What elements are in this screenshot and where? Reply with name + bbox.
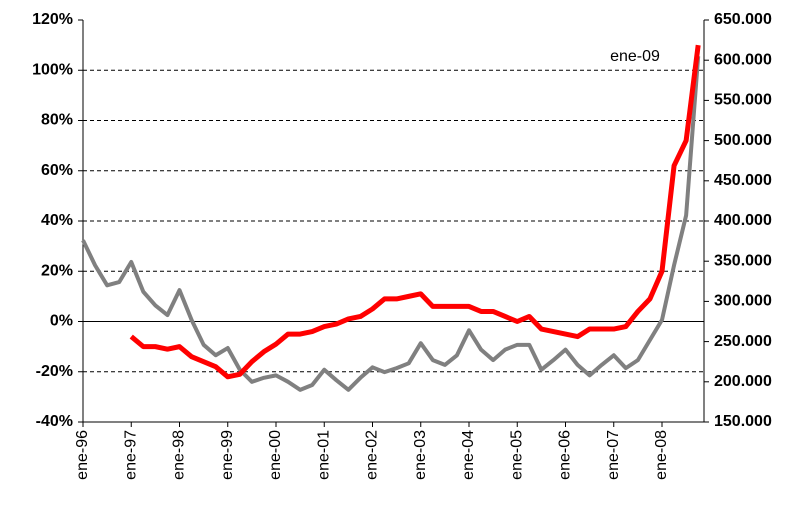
y-tick-label: 80%: [41, 112, 73, 129]
y-tick-label: 100%: [32, 61, 73, 78]
y2-tick-label: 550.000: [714, 92, 772, 109]
x-tick-label: ene-02: [364, 430, 381, 480]
x-tick-label: ene-05: [508, 430, 525, 480]
x-tick-label: ene-08: [653, 430, 670, 480]
annotation: ene-09: [610, 48, 660, 65]
y2-tick-label: 200.000: [714, 373, 772, 390]
y2-tick-label: 150.000: [714, 413, 772, 430]
y2-tick-label: 650.000: [714, 11, 772, 28]
y-tick-label: -20%: [36, 363, 73, 380]
x-tick-label: ene-04: [460, 430, 477, 480]
x-tick-label: ene-01: [315, 430, 332, 480]
x-tick-label: ene-06: [557, 430, 574, 480]
x-tick-label: ene-97: [122, 430, 139, 480]
y-tick-label: 120%: [32, 11, 73, 28]
line-series: [129, 44, 701, 380]
x-tick-label: ene-99: [219, 430, 236, 480]
y-tick-label: 0%: [50, 313, 73, 330]
x-tick-label: ene-96: [74, 430, 91, 480]
y2-tick-label: 600.000: [714, 51, 772, 68]
y-tick-label: 60%: [41, 162, 73, 179]
x-tick-label: ene-98: [171, 430, 188, 480]
y-tick-label: -40%: [36, 413, 73, 430]
y2-tick-label: 350.000: [714, 252, 772, 269]
y-tick-label: 20%: [41, 262, 73, 279]
y2-tick-label: 500.000: [714, 132, 772, 149]
line-series: [81, 56, 701, 392]
y-tick-label: 40%: [41, 212, 73, 229]
y2-tick-label: 450.000: [714, 172, 772, 189]
x-tick-label: ene-07: [605, 430, 622, 480]
y2-tick-label: 300.000: [714, 293, 772, 310]
x-tick-label: ene-03: [412, 430, 429, 480]
y2-tick-label: 400.000: [714, 212, 772, 229]
x-tick-label: ene-00: [267, 430, 284, 480]
y2-tick-label: 250.000: [714, 333, 772, 350]
